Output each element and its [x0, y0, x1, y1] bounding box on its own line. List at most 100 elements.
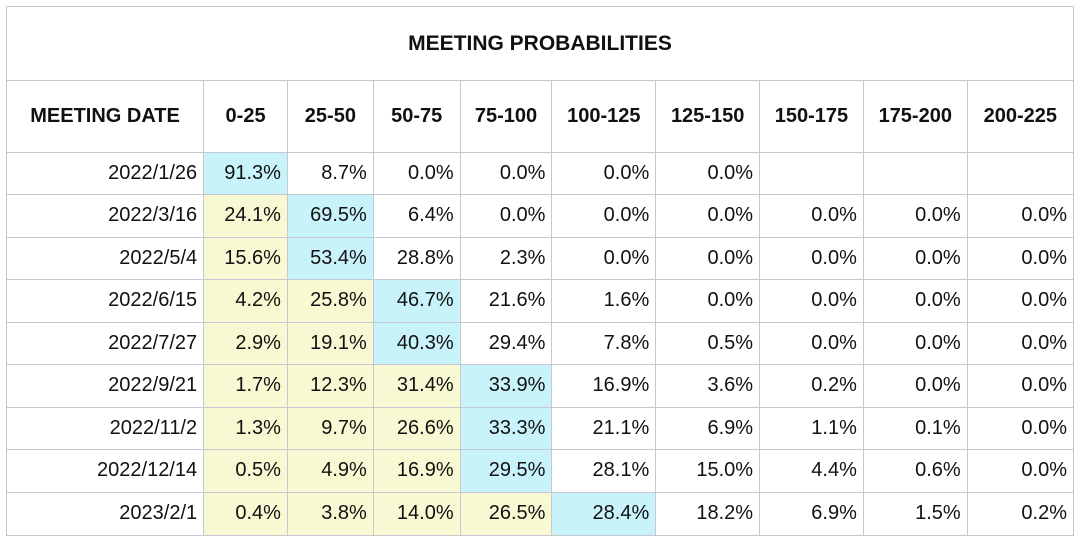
- table-row: 2022/6/15 4.2% 25.8% 46.7% 21.6% 1.6% 0.0% 0.0%…: [7, 279, 1073, 323]
- probability-cell: 0.0%: [551, 194, 657, 238]
- probability-cell: 28.8%: [372, 236, 461, 280]
- meeting-date-cell: 2022/12/14: [7, 449, 205, 493]
- probability-cell: 25.8%: [286, 279, 374, 323]
- probability-cell: 0.1%: [862, 406, 968, 450]
- meeting-date-cell: 2022/6/15: [7, 279, 205, 323]
- probability-cell: 0.5%: [655, 321, 761, 365]
- probability-table-frame: MEETING PROBABILITIES MEETING DATE 0-25 25…: [6, 6, 1074, 536]
- meeting-date-cell: 2022/11/2: [7, 406, 205, 450]
- table-row: 2022/12/14 0.5% 4.9% 16.9% 29.5% 28.1% 15.0% 4.…: [7, 449, 1073, 493]
- probability-cell: 12.3%: [286, 364, 374, 408]
- table-row: 2022/1/26 91.3% 8.7% 0.0% 0.0% 0.0% 0.0%: [7, 151, 1073, 195]
- probability-cell: 28.1%: [551, 449, 657, 493]
- probability-cell: 28.4%: [551, 491, 657, 535]
- table-body: 2022/1/26 91.3% 8.7% 0.0% 0.0% 0.0% 0.0% 2022/3…: [7, 151, 1073, 535]
- probability-cell: 26.5%: [459, 491, 553, 535]
- probability-cell: 15.6%: [203, 236, 288, 280]
- probability-cell: 0.2%: [759, 364, 864, 408]
- meeting-date-cell: 2022/5/4: [7, 236, 205, 280]
- probability-cell: 0.0%: [966, 364, 1073, 408]
- probability-cell: 4.9%: [286, 449, 374, 493]
- probability-cell: [759, 151, 864, 195]
- meeting-date-cell: 2022/9/21: [7, 364, 205, 408]
- probability-cell: 0.0%: [655, 151, 761, 195]
- probability-cell: 6.4%: [372, 194, 461, 238]
- probability-cell: 1.3%: [203, 406, 288, 450]
- probability-cell: 8.7%: [286, 151, 374, 195]
- probability-cell: 0.0%: [862, 321, 968, 365]
- probability-cell: 0.0%: [459, 151, 553, 195]
- probability-cell: 29.5%: [459, 449, 553, 493]
- probability-cell: 33.3%: [459, 406, 553, 450]
- probability-cell: 0.0%: [372, 151, 461, 195]
- probability-cell: 0.0%: [966, 194, 1073, 238]
- column-header-meeting-date: MEETING DATE: [7, 81, 205, 153]
- probability-cell: 1.7%: [203, 364, 288, 408]
- probability-cell: 40.3%: [372, 321, 461, 365]
- column-header-25-50: 25-50: [286, 81, 374, 153]
- probability-cell: 19.1%: [286, 321, 374, 365]
- probability-cell: 0.0%: [966, 406, 1073, 450]
- probability-cell: 3.6%: [655, 364, 761, 408]
- probability-cell: 18.2%: [655, 491, 761, 535]
- column-header-125-150: 125-150: [655, 81, 761, 153]
- column-header-100-125: 100-125: [551, 81, 657, 153]
- probability-cell: 4.2%: [203, 279, 288, 323]
- probability-cell: 3.8%: [286, 491, 374, 535]
- probability-cell: 0.0%: [759, 194, 864, 238]
- table-row: 2022/5/4 15.6% 53.4% 28.8% 2.3% 0.0% 0.0% 0.0% 0…: [7, 236, 1073, 280]
- column-header-50-75: 50-75: [372, 81, 461, 153]
- probability-cell: 0.0%: [862, 364, 968, 408]
- probability-cell: 0.0%: [966, 449, 1073, 493]
- probability-cell: 16.9%: [551, 364, 657, 408]
- probability-cell: 31.4%: [372, 364, 461, 408]
- table-row: 2023/2/1 0.4% 3.8% 14.0% 26.5% 28.4% 18.2% 6.9%…: [7, 491, 1073, 535]
- probability-cell: 6.9%: [655, 406, 761, 450]
- probability-cell: 24.1%: [203, 194, 288, 238]
- probability-cell: 0.6%: [862, 449, 968, 493]
- meeting-date-cell: 2022/1/26: [7, 151, 205, 195]
- column-header-150-175: 150-175: [759, 81, 864, 153]
- probability-cell: 0.0%: [759, 236, 864, 280]
- probability-cell: 1.6%: [551, 279, 657, 323]
- header-row: MEETING DATE 0-25 25-50 50-75 75-100 100-125 1…: [7, 81, 1073, 153]
- probability-cell: 0.5%: [203, 449, 288, 493]
- column-header-175-200: 175-200: [862, 81, 968, 153]
- probability-cell: 0.0%: [655, 194, 761, 238]
- probability-cell: 46.7%: [372, 279, 461, 323]
- probability-cell: 15.0%: [655, 449, 761, 493]
- column-header-0-25: 0-25: [203, 81, 288, 153]
- probability-cell: 0.4%: [203, 491, 288, 535]
- probability-cell: 16.9%: [372, 449, 461, 493]
- probability-cell: 21.6%: [459, 279, 553, 323]
- probability-cell: 2.9%: [203, 321, 288, 365]
- probability-cell: 9.7%: [286, 406, 374, 450]
- probability-cell: 0.2%: [966, 491, 1073, 535]
- probability-cell: 4.4%: [759, 449, 864, 493]
- column-header-200-225: 200-225: [966, 81, 1073, 153]
- probability-cell: 53.4%: [286, 236, 374, 280]
- probability-cell: 0.0%: [551, 236, 657, 280]
- probability-cell: 0.0%: [966, 279, 1073, 323]
- probability-cell: 0.0%: [759, 279, 864, 323]
- table-title: MEETING PROBABILITIES: [7, 7, 1073, 81]
- probability-cell: [862, 151, 968, 195]
- probability-cell: 1.1%: [759, 406, 864, 450]
- probability-cell: 0.0%: [966, 321, 1073, 365]
- probability-cell: 0.0%: [862, 279, 968, 323]
- probability-cell: 0.0%: [966, 236, 1073, 280]
- probability-cell: 6.9%: [759, 491, 864, 535]
- probability-cell: 0.0%: [655, 236, 761, 280]
- probability-cell: 1.5%: [862, 491, 968, 535]
- column-header-75-100: 75-100: [459, 81, 553, 153]
- table-row: 2022/11/2 1.3% 9.7% 26.6% 33.3% 21.1% 6.9% 1.1%…: [7, 406, 1073, 450]
- probability-cell: 0.0%: [459, 194, 553, 238]
- probability-cell: 33.9%: [459, 364, 553, 408]
- probability-cell: 69.5%: [286, 194, 374, 238]
- probability-cell: 7.8%: [551, 321, 657, 365]
- table-row: 2022/3/16 24.1% 69.5% 6.4% 0.0% 0.0% 0.0% 0.0% 0…: [7, 194, 1073, 238]
- meeting-date-cell: 2022/3/16: [7, 194, 205, 238]
- probability-cell: 14.0%: [372, 491, 461, 535]
- meeting-date-cell: 2022/7/27: [7, 321, 205, 365]
- table-row: 2022/9/21 1.7% 12.3% 31.4% 33.9% 16.9% 3.6% 0.2…: [7, 364, 1073, 408]
